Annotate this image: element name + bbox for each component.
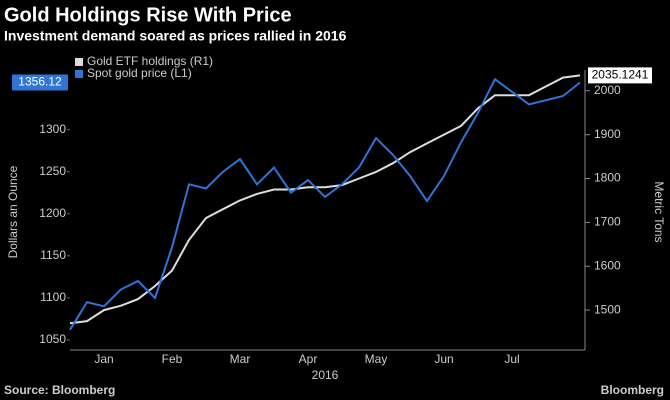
x-tick-label: Feb <box>162 352 183 366</box>
x-tick-label: Jan <box>94 352 113 366</box>
y2-tick-label: 1800 <box>594 171 621 185</box>
y-tick-label: 1050 <box>39 332 66 346</box>
y-tick-label: 1100 <box>40 290 66 304</box>
x-tick-label: Jul <box>504 352 519 366</box>
brand: Bloomberg <box>601 383 664 397</box>
legend-label: Gold ETF holdings (R1) <box>87 54 213 68</box>
x-tick-label: May <box>365 352 388 366</box>
chart-title: Gold Holdings Rise With Price <box>4 4 292 26</box>
last-value-label: 2035.1241 <box>592 68 649 82</box>
legend-label: Spot gold price (L1) <box>87 66 192 80</box>
x-tick-label: Mar <box>230 352 251 366</box>
chart-subtitle: Investment demand soared as prices ralli… <box>4 28 347 44</box>
y-axis-label: Dollars an Ounce <box>6 165 20 258</box>
y-tick-label: 1200 <box>39 206 66 220</box>
x-axis-label: 2016 <box>312 368 339 382</box>
y2-tick-label: 1600 <box>594 258 621 272</box>
series-line <box>69 74 581 325</box>
legend-swatch <box>75 58 83 66</box>
y-tick-label: 1250 <box>39 164 66 178</box>
legend-swatch <box>75 70 83 78</box>
x-tick-label: Jun <box>434 352 453 366</box>
y2-tick-label: 1500 <box>594 302 621 316</box>
series-line <box>69 77 581 331</box>
y2-axis-label: Metric Tons <box>652 181 666 242</box>
y-tick-label: 1150 <box>40 248 66 262</box>
y-tick-label: 1300 <box>39 122 66 136</box>
y2-tick-label: 2000 <box>594 83 621 97</box>
source: Source: Bloomberg <box>4 383 115 397</box>
x-tick-label: Apr <box>299 352 318 366</box>
last-value-label: 1356.12 <box>18 75 62 89</box>
last-value-box <box>12 74 68 91</box>
y2-tick-label: 1900 <box>594 127 621 141</box>
last-value-box <box>588 67 652 84</box>
y2-tick-label: 1700 <box>594 215 621 229</box>
